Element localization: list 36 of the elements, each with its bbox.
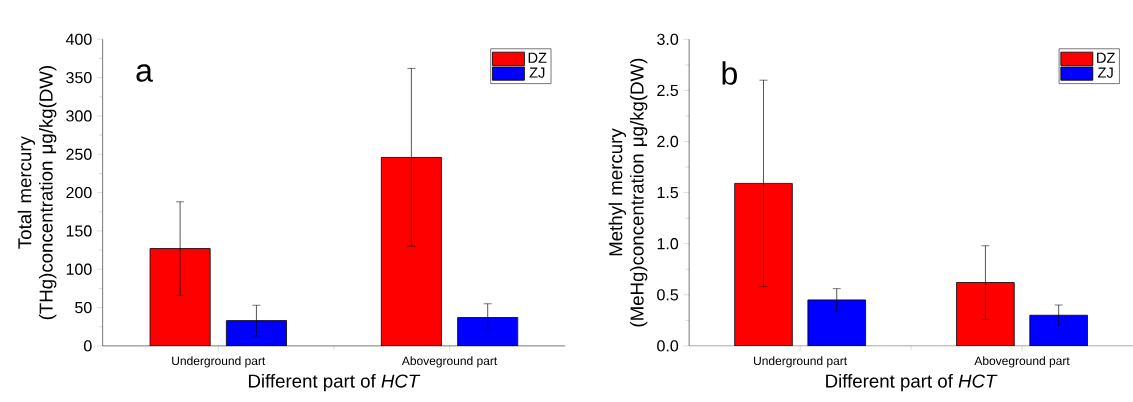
x-tick-label: Underground part	[172, 356, 266, 368]
y-tick-label: 400	[65, 33, 92, 46]
y-axis-title: Methyl mercury (MeHg)concentration μg/kg(DW)	[608, 58, 648, 327]
y-tick-label: 0.0	[657, 340, 679, 352]
legend-label: ZJ	[1097, 67, 1113, 78]
y-tick-label: 250	[66, 148, 92, 160]
x-axis-title: Different part of HCT	[248, 374, 421, 392]
y-tick-label: 350	[66, 72, 92, 84]
bar	[380, 157, 442, 346]
bar	[1029, 314, 1088, 346]
y-tick-label: 0	[83, 340, 92, 352]
legend-label: DZ	[1097, 52, 1115, 63]
y-tick-label: 50	[75, 301, 92, 314]
y-tick-label: 2.5	[657, 84, 679, 97]
bar	[807, 299, 866, 346]
x-tick-label: Aboveground part	[401, 356, 498, 368]
y-tick-label: 3.0	[657, 33, 679, 46]
y-axis-title: Total mercury (THg)concentration μg/kg(DW)	[17, 66, 57, 320]
y-tick-label: 0.5	[657, 289, 679, 301]
bar	[149, 248, 211, 346]
legend-label: ZJ	[529, 67, 545, 78]
y-tick-label: 100	[66, 263, 92, 275]
x-tick-label: Aboveground part	[974, 356, 1070, 368]
annotation: b	[722, 61, 737, 85]
y-tick-label: 1.0	[657, 238, 679, 250]
y-tick-label: 2.0	[657, 135, 679, 148]
bar	[225, 320, 287, 346]
x-axis-title: Different part of HCT	[826, 374, 998, 392]
x-tick-label: Underground part	[754, 356, 847, 368]
bar	[457, 317, 519, 346]
annotation: a	[136, 64, 153, 82]
y-tick-label: 300	[66, 110, 92, 122]
y-tick-label: 150	[66, 225, 92, 237]
y-tick-label: 200	[66, 187, 92, 199]
y-tick-label: 1.5	[657, 187, 679, 199]
legend-label: DZ	[528, 52, 547, 63]
